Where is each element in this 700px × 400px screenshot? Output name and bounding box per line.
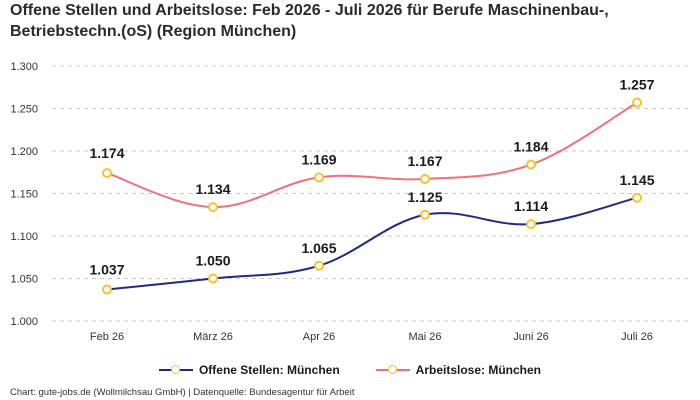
data-label-s1-0: 1.174: [89, 145, 124, 161]
y-tick-label-6: 1.300: [10, 61, 38, 73]
data-label-s0-5: 1.145: [619, 172, 654, 188]
x-tick-label-3: Mai 26: [408, 331, 441, 343]
y-tick-label-2: 1.100: [10, 231, 38, 243]
data-point-s0-5: [632, 192, 642, 203]
y-tick-label-0: 1.000: [10, 316, 38, 328]
data-point-s0-4: [526, 219, 536, 230]
series-line-1: [106, 101, 638, 209]
data-label-s1-4: 1.184: [513, 139, 548, 155]
legend-item-offene-stellen[interactable]: Offene Stellen: München: [158, 363, 340, 377]
legend-swatch-offene-stellen: [158, 365, 193, 375]
y-tick-label-1: 1.050: [10, 274, 38, 286]
data-point-s1-0: [102, 168, 112, 179]
data-point-s1-5: [632, 97, 642, 108]
data-label-s1-5: 1.257: [619, 77, 654, 93]
data-point-s0-2: [314, 260, 324, 271]
line-chart: 1.000 1.050 1.100 1.150 1.200 1.250 1.300 Feb 2…: [10, 61, 688, 343]
legend-swatch-arbeitslose: [375, 365, 410, 375]
data-point-s1-4: [526, 159, 536, 170]
data-point-s0-1: [208, 273, 218, 284]
data-point-s1-3: [420, 174, 430, 185]
data-label-s1-2: 1.169: [301, 151, 336, 167]
legend-label-arbeitslose: Arbeitslose: München: [415, 363, 542, 377]
data-point-s1-1: [208, 202, 218, 213]
x-tick-label-5: Juli 26: [621, 331, 653, 343]
data-label-s0-3: 1.125: [407, 189, 442, 205]
chart-title-line-1: Offene Stellen und Arbeitslose: Feb 2026…: [10, 2, 609, 19]
data-label-s0-2: 1.065: [301, 240, 336, 256]
x-tick-label-2: Apr 26: [303, 331, 335, 343]
data-label-s1-1: 1.134: [195, 181, 230, 197]
data-point-s0-0: [102, 284, 112, 295]
chart-title-line-2: Betriebstechn.(oS) (Region München): [10, 23, 297, 40]
data-label-s1-3: 1.167: [407, 153, 442, 169]
y-tick-label-3: 1.150: [10, 189, 38, 201]
x-tick-label-0: Feb 26: [90, 331, 124, 343]
chart-legend: Offene Stellen: München Arbeitslose: Mün…: [0, 363, 700, 377]
chart-source-footer: Chart: gute-jobs.de (Wollmilchsau GmbH) …: [10, 387, 355, 398]
data-point-s1-2: [314, 172, 324, 183]
y-tick-label-5: 1.250: [10, 104, 38, 116]
legend-item-arbeitslose[interactable]: Arbeitslose: München: [375, 363, 542, 377]
series-line-0: [106, 196, 638, 291]
x-tick-label-1: März 26: [193, 331, 233, 343]
data-label-s0-4: 1.114: [514, 198, 548, 214]
data-point-s0-3: [420, 209, 430, 220]
chart-title: Offene Stellen und Arbeitslose: Feb 2026…: [10, 0, 690, 42]
data-label-s0-1: 1.050: [195, 253, 230, 269]
y-tick-label-4: 1.200: [10, 146, 38, 158]
legend-label-offene-stellen: Offene Stellen: München: [198, 363, 340, 377]
x-tick-label-4: Juni 26: [513, 331, 548, 343]
data-label-s0-0: 1.037: [89, 262, 124, 278]
